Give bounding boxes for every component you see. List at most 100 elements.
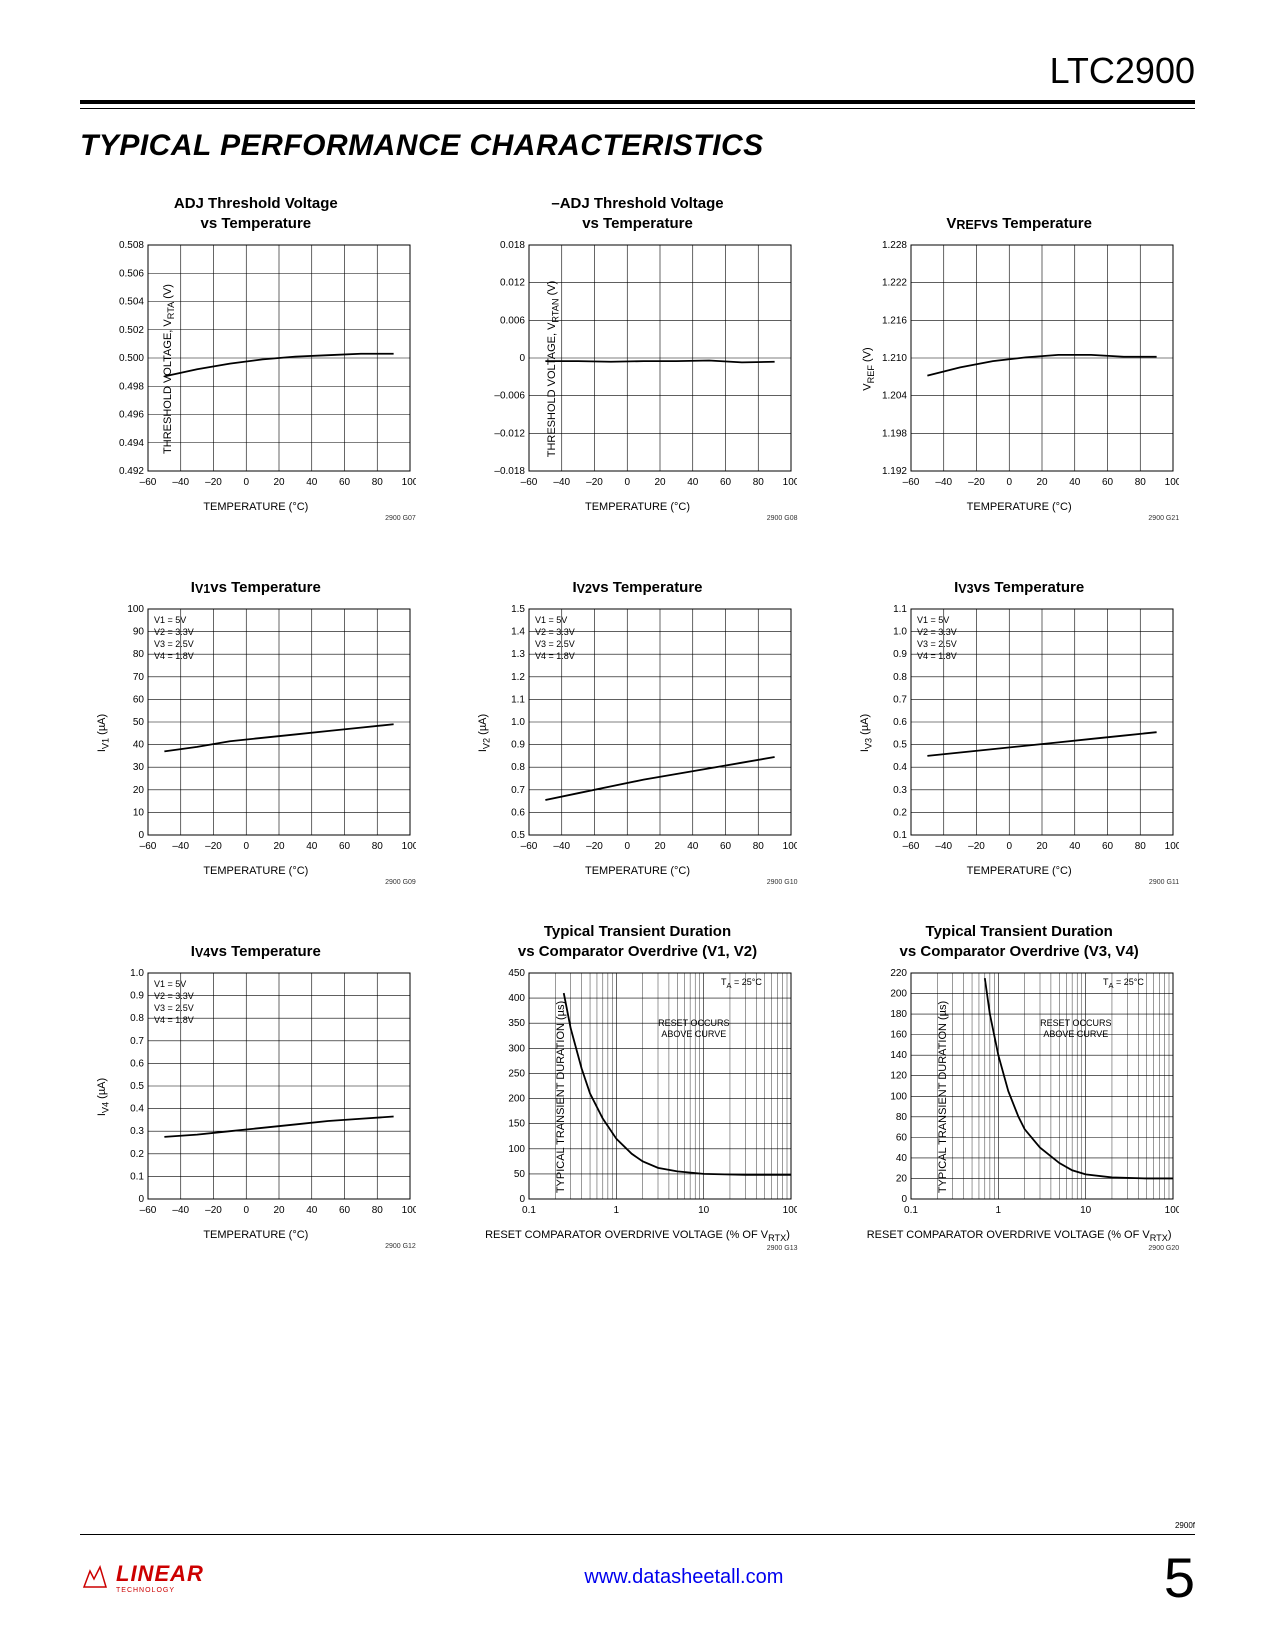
svg-text:10: 10 bbox=[133, 807, 145, 818]
chart-title: IV4 vs Temperature bbox=[191, 921, 321, 961]
logo-sub: TECHNOLOGY bbox=[116, 1587, 204, 1594]
svg-text:V1 = 5V: V1 = 5V bbox=[917, 615, 949, 625]
svg-text:0.498: 0.498 bbox=[119, 381, 144, 392]
x-axis-label: TEMPERATURE (°C) bbox=[203, 501, 308, 513]
svg-text:0.1: 0.1 bbox=[130, 1171, 144, 1182]
svg-text:0.9: 0.9 bbox=[893, 649, 907, 660]
figure-id: 2900 G20 bbox=[859, 1245, 1179, 1252]
svg-text:1: 1 bbox=[996, 1205, 1002, 1216]
part-number: LTC2900 bbox=[80, 50, 1195, 92]
svg-text:140: 140 bbox=[890, 1050, 907, 1061]
y-axis-label: IV1 (µA) bbox=[96, 714, 110, 752]
chart: VREF vs TemperatureVREF (V)1.1921.1981.2… bbox=[843, 193, 1195, 522]
svg-text:0.494: 0.494 bbox=[119, 438, 144, 449]
chart-plot: IV3 (µA)0.10.20.30.40.50.60.70.80.91.01.… bbox=[859, 603, 1179, 863]
svg-text:1.0: 1.0 bbox=[893, 627, 907, 638]
svg-text:0.4: 0.4 bbox=[893, 762, 907, 773]
chart-plot: IV1 (µA)0102030405060708090100–60–40–200… bbox=[96, 603, 416, 863]
svg-text:100: 100 bbox=[509, 1144, 526, 1155]
svg-text:100: 100 bbox=[783, 841, 797, 852]
svg-text:–0.006: –0.006 bbox=[495, 391, 526, 402]
y-axis-label: IV3 (µA) bbox=[859, 714, 873, 752]
svg-text:1: 1 bbox=[614, 1205, 620, 1216]
svg-text:0.2: 0.2 bbox=[893, 807, 907, 818]
logo: LINEAR TECHNOLOGY bbox=[80, 1561, 204, 1594]
svg-text:0: 0 bbox=[902, 1194, 908, 1205]
svg-text:20: 20 bbox=[273, 1205, 285, 1216]
svg-text:1.1: 1.1 bbox=[893, 604, 907, 615]
svg-text:80: 80 bbox=[133, 649, 145, 660]
svg-text:–40: –40 bbox=[936, 841, 953, 852]
svg-text:90: 90 bbox=[133, 627, 145, 638]
svg-text:40: 40 bbox=[896, 1153, 908, 1164]
y-axis-label: TYPICAL TRANSIENT DURATION (µs) bbox=[556, 1001, 568, 1193]
figure-id: 2900 G12 bbox=[96, 1243, 416, 1250]
svg-text:80: 80 bbox=[1135, 841, 1147, 852]
svg-text:20: 20 bbox=[133, 785, 145, 796]
svg-text:0.5: 0.5 bbox=[893, 740, 907, 751]
svg-text:0: 0 bbox=[138, 830, 144, 841]
svg-text:100: 100 bbox=[401, 1205, 415, 1216]
svg-text:1.216: 1.216 bbox=[882, 315, 907, 326]
svg-text:V2 = 3.3V: V2 = 3.3V bbox=[154, 627, 194, 637]
svg-text:200: 200 bbox=[509, 1094, 526, 1105]
svg-text:–40: –40 bbox=[172, 841, 189, 852]
svg-text:0.7: 0.7 bbox=[893, 694, 907, 705]
chart-plot: IV2 (µA)0.50.60.70.80.91.01.11.21.31.41.… bbox=[477, 603, 797, 863]
figure-id: 2900 G21 bbox=[859, 515, 1179, 522]
svg-text:0.500: 0.500 bbox=[119, 353, 144, 364]
svg-text:0.018: 0.018 bbox=[500, 240, 525, 251]
chart: ADJ Threshold Voltagevs TemperatureTHRES… bbox=[80, 193, 432, 522]
svg-text:60: 60 bbox=[1102, 841, 1114, 852]
svg-text:100: 100 bbox=[1165, 1205, 1179, 1216]
x-axis-label: TEMPERATURE (°C) bbox=[203, 865, 308, 877]
chart: Typical Transient Durationvs Comparator … bbox=[843, 921, 1195, 1252]
svg-text:40: 40 bbox=[688, 841, 700, 852]
svg-text:0.9: 0.9 bbox=[512, 740, 526, 751]
doc-rev: 2900f bbox=[80, 1521, 1195, 1530]
svg-text:400: 400 bbox=[509, 993, 526, 1004]
svg-text:V4 = 1.8V: V4 = 1.8V bbox=[535, 651, 575, 661]
chart-title: IV1 vs Temperature bbox=[191, 557, 321, 597]
figure-id: 2900 G08 bbox=[477, 515, 797, 522]
svg-text:100: 100 bbox=[1165, 841, 1179, 852]
y-axis-label: IV2 (µA) bbox=[478, 714, 492, 752]
svg-text:–40: –40 bbox=[554, 841, 571, 852]
svg-text:0.492: 0.492 bbox=[119, 466, 144, 477]
y-axis-label: IV4 (µA) bbox=[96, 1078, 110, 1116]
svg-text:0.2: 0.2 bbox=[130, 1149, 144, 1160]
svg-text:100: 100 bbox=[1165, 477, 1179, 488]
svg-text:V4 = 1.8V: V4 = 1.8V bbox=[154, 651, 194, 661]
svg-text:0.1: 0.1 bbox=[904, 1205, 918, 1216]
svg-text:–40: –40 bbox=[554, 477, 571, 488]
svg-text:–60: –60 bbox=[903, 477, 920, 488]
y-axis-label: VREF (V) bbox=[862, 347, 876, 390]
svg-text:1.192: 1.192 bbox=[882, 466, 907, 477]
page-number: 5 bbox=[1164, 1545, 1195, 1610]
svg-text:20: 20 bbox=[1037, 841, 1049, 852]
svg-text:80: 80 bbox=[372, 477, 384, 488]
svg-text:100: 100 bbox=[127, 604, 144, 615]
figure-id: 2900 G07 bbox=[96, 515, 416, 522]
x-axis-label: RESET COMPARATOR OVERDRIVE VOLTAGE (% OF… bbox=[867, 1229, 1172, 1243]
svg-text:–20: –20 bbox=[587, 477, 604, 488]
footer-rule bbox=[80, 1534, 1195, 1535]
svg-text:60: 60 bbox=[133, 694, 145, 705]
chart-title: ADJ Threshold Voltagevs Temperature bbox=[174, 193, 338, 233]
svg-text:0.006: 0.006 bbox=[500, 315, 525, 326]
chart-plot: TYPICAL TRANSIENT DURATION (µs)020406080… bbox=[859, 967, 1179, 1227]
svg-text:–60: –60 bbox=[139, 841, 156, 852]
svg-text:80: 80 bbox=[753, 477, 765, 488]
svg-text:60: 60 bbox=[339, 1205, 351, 1216]
svg-text:–0.012: –0.012 bbox=[495, 428, 526, 439]
svg-text:1.222: 1.222 bbox=[882, 278, 907, 289]
url-link[interactable]: www.datasheetall.com bbox=[584, 1566, 783, 1589]
svg-text:40: 40 bbox=[133, 740, 145, 751]
chart-title: IV2 vs Temperature bbox=[572, 557, 702, 597]
chart: IV2 vs Temperature IV2 (µA)0.50.60.70.80.… bbox=[462, 557, 814, 886]
chart: IV4 vs TemperatureIV4 (µA)00.10.20.30.40… bbox=[80, 921, 432, 1252]
svg-text:100: 100 bbox=[783, 477, 797, 488]
svg-text:0.502: 0.502 bbox=[119, 325, 144, 336]
x-axis-label: TEMPERATURE (°C) bbox=[967, 501, 1072, 513]
svg-text:–60: –60 bbox=[139, 1205, 156, 1216]
